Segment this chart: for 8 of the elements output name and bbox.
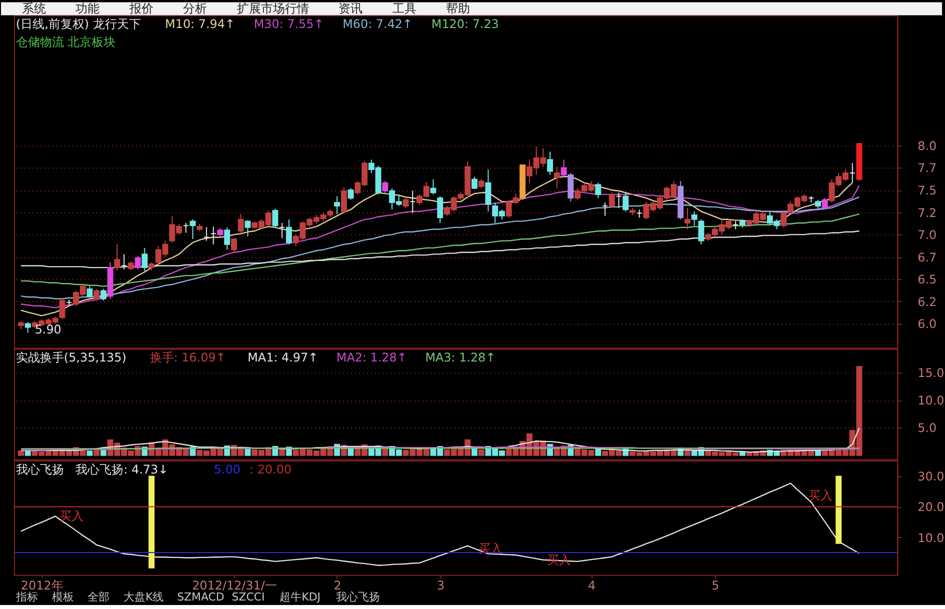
text: 超牛KDJ: [280, 590, 320, 604]
text: 指标: [14, 590, 38, 604]
text: 全部: [88, 590, 110, 604]
text: 大盘K线: [123, 590, 164, 604]
text: 模板: [52, 590, 74, 604]
text: SZCCI: [232, 590, 265, 604]
text: 我心飞扬: [336, 590, 380, 604]
text: SZMACD: [177, 590, 224, 604]
